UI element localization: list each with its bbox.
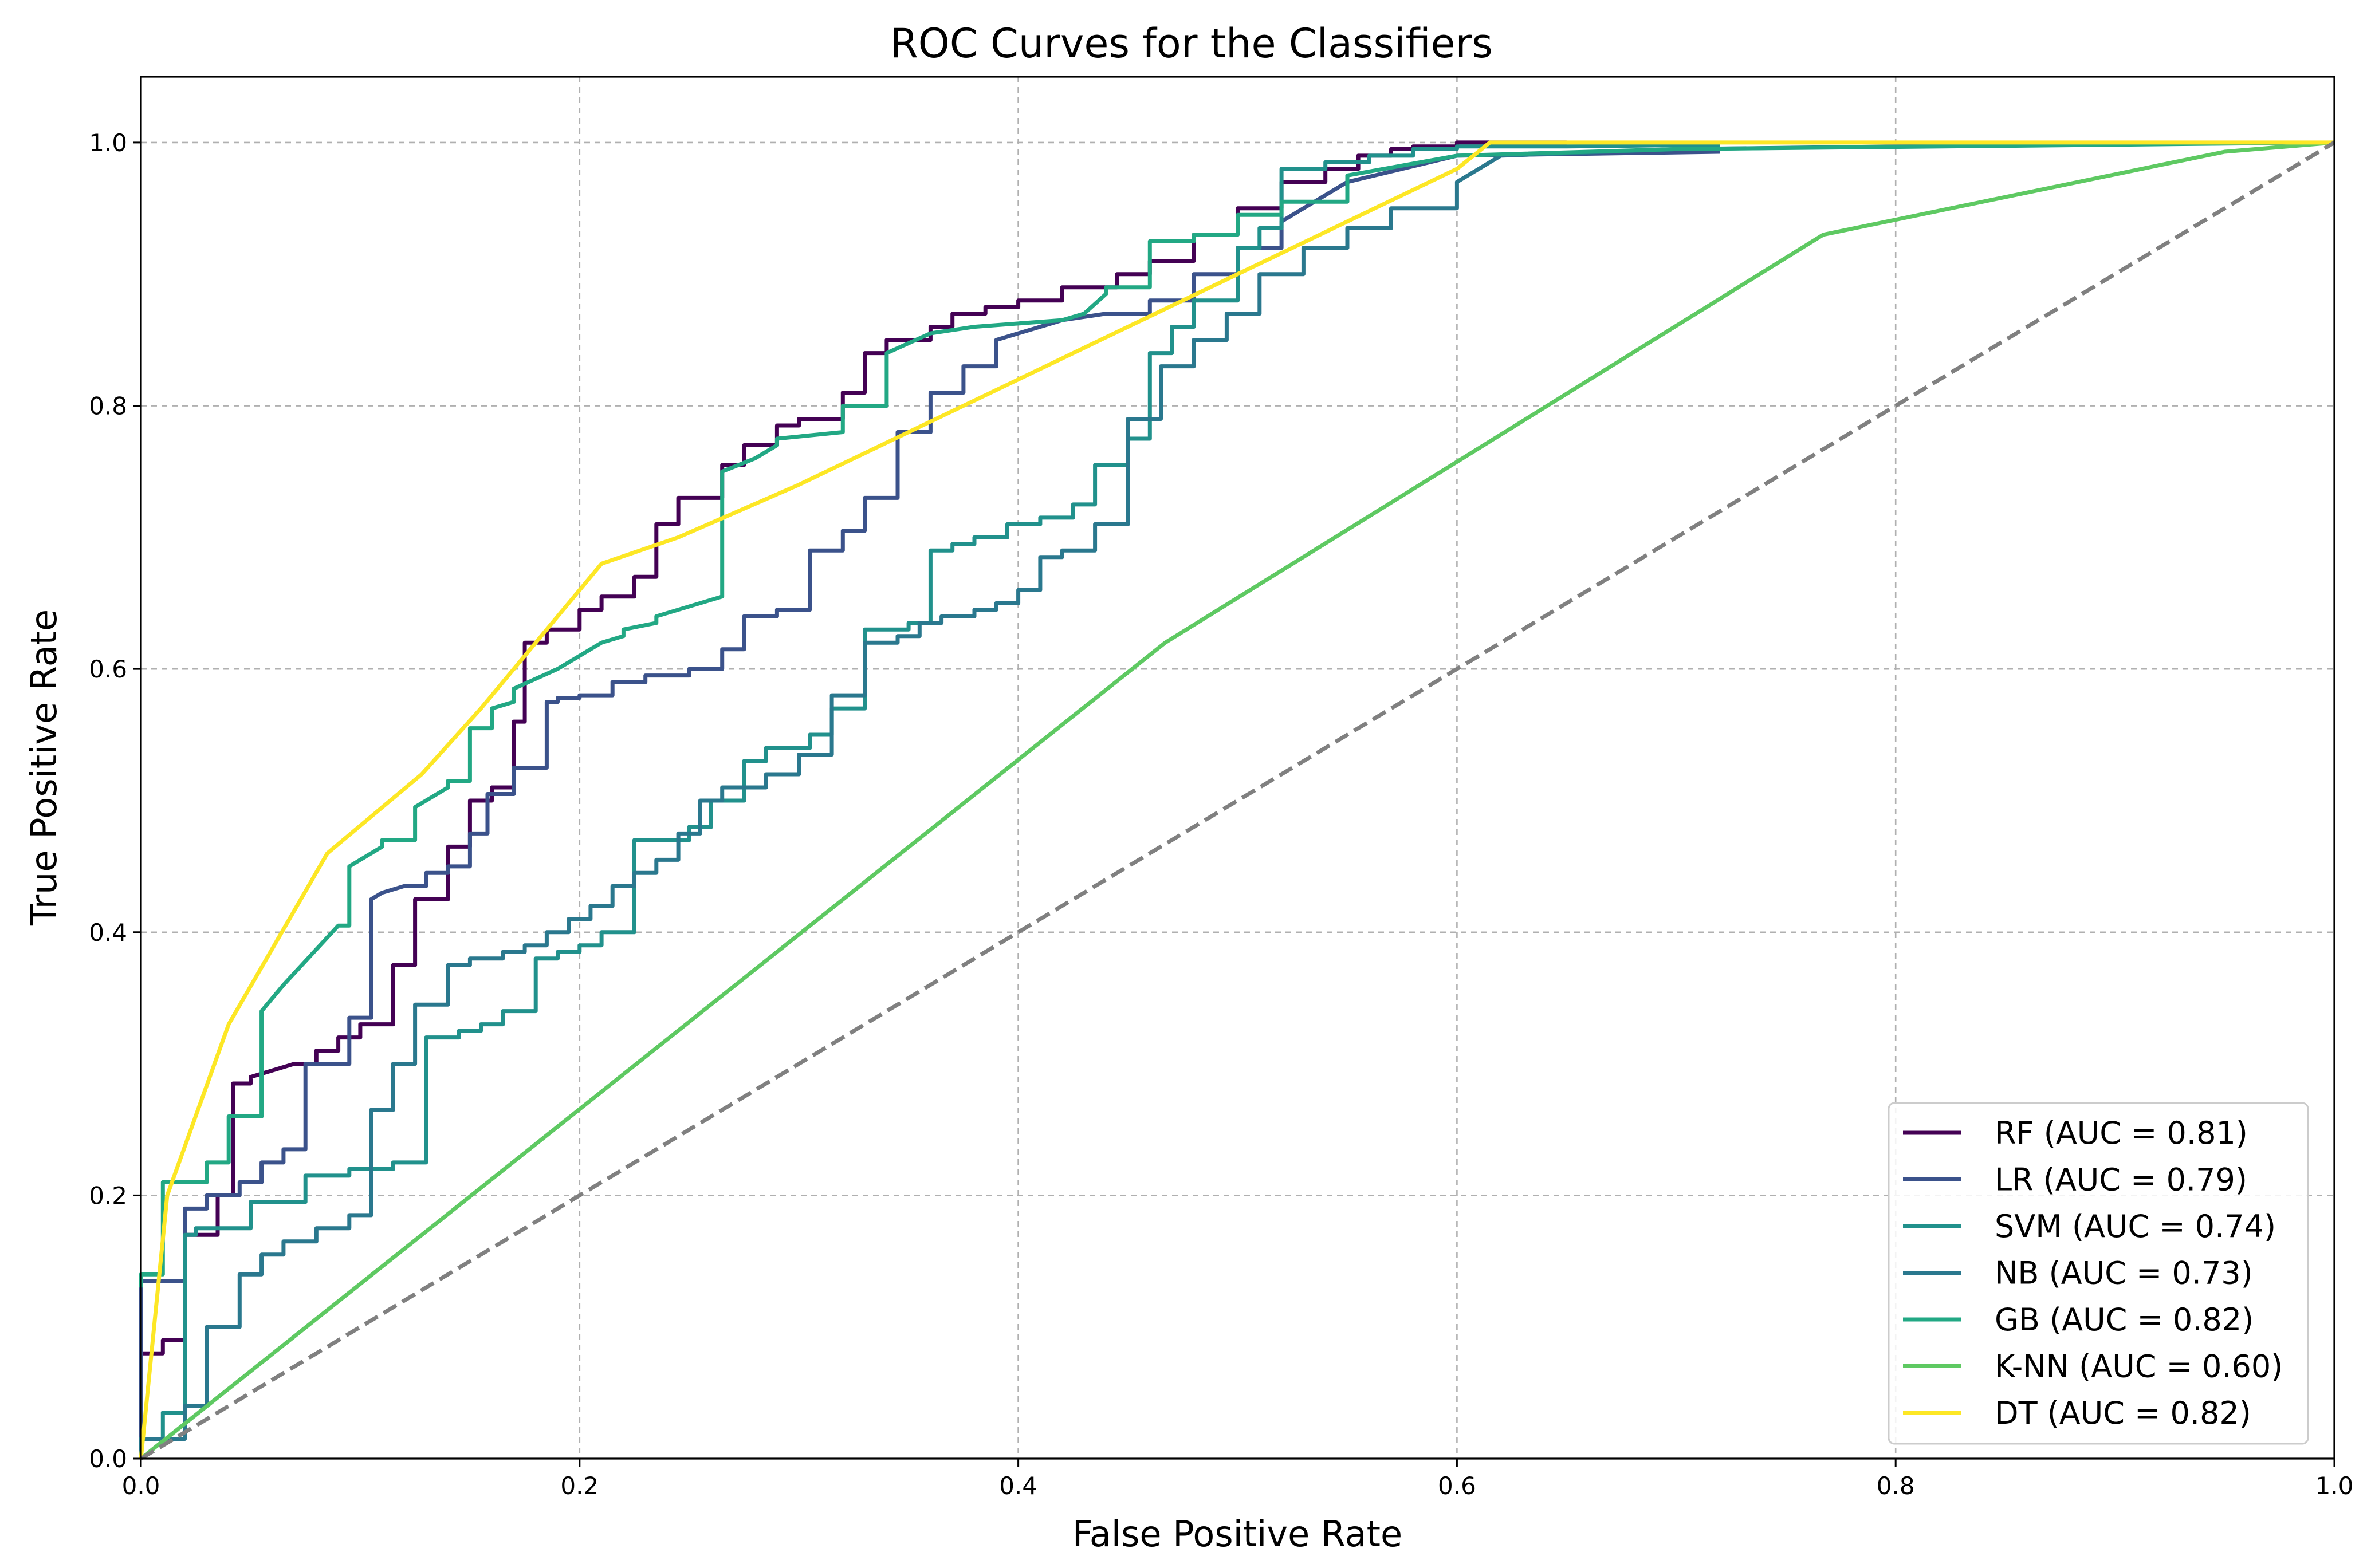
y-tick-label: 0.8 <box>89 392 127 420</box>
legend-label-lr: LR (AUC = 0.79) <box>1995 1162 2247 1198</box>
x-tick-label: 0.8 <box>1877 1472 1915 1500</box>
axes-ticks: 0.0 0.2 0.4 0.6 0.8 1.0 0.0 0.2 0.4 0.6 0.8 1.0 <box>89 129 2353 1500</box>
roc-curve-dt <box>139 140 2334 1459</box>
roc-curve-lr <box>139 149 1720 1459</box>
x-axis-label: False Positive Rate <box>1072 1513 1402 1555</box>
y-axis-label: True Positive Rate <box>23 609 65 926</box>
x-tick-label: 0.4 <box>999 1472 1037 1500</box>
chart-title: ROC Curves for the Classifiers <box>890 20 1493 67</box>
y-tick-label: 1.0 <box>89 129 127 157</box>
y-tick-label: 0.2 <box>89 1181 127 1210</box>
x-tick-label: 1.0 <box>2315 1472 2354 1500</box>
plot-frame <box>140 76 2335 1460</box>
y-tick-label: 0.4 <box>89 919 127 947</box>
y-tick-label: 0.0 <box>89 1445 127 1473</box>
x-tick-label: 0.0 <box>122 1472 160 1500</box>
legend-label-rf: RF (AUC = 0.81) <box>1995 1115 2248 1151</box>
chance-diagonal-line <box>140 140 2335 1461</box>
legend-label-k-nn: K-NN (AUC = 0.60) <box>1995 1349 2283 1385</box>
legend-frame <box>1888 1102 2309 1445</box>
roc-curve-nb <box>139 143 2006 1459</box>
legend-label-dt: DT (AUC = 0.82) <box>1995 1395 2251 1431</box>
x-tick-label: 0.6 <box>1438 1472 1476 1500</box>
legend-label-svm: SVM (AUC = 0.74) <box>1995 1208 2276 1244</box>
y-tick-label: 0.6 <box>89 655 127 683</box>
legend: RF (AUC = 0.81) LR (AUC = 0.79) SVM (AUC =… <box>1888 1102 2309 1445</box>
series-layer <box>139 140 2335 1461</box>
x-tick-label: 0.2 <box>560 1472 599 1500</box>
roc-curve-gb <box>139 140 2335 1288</box>
legend-label-gb: GB (AUC = 0.82) <box>1995 1302 2254 1338</box>
legend-label-nb: NB (AUC = 0.73) <box>1995 1255 2253 1291</box>
roc-curve-k-nn <box>139 140 2335 1460</box>
